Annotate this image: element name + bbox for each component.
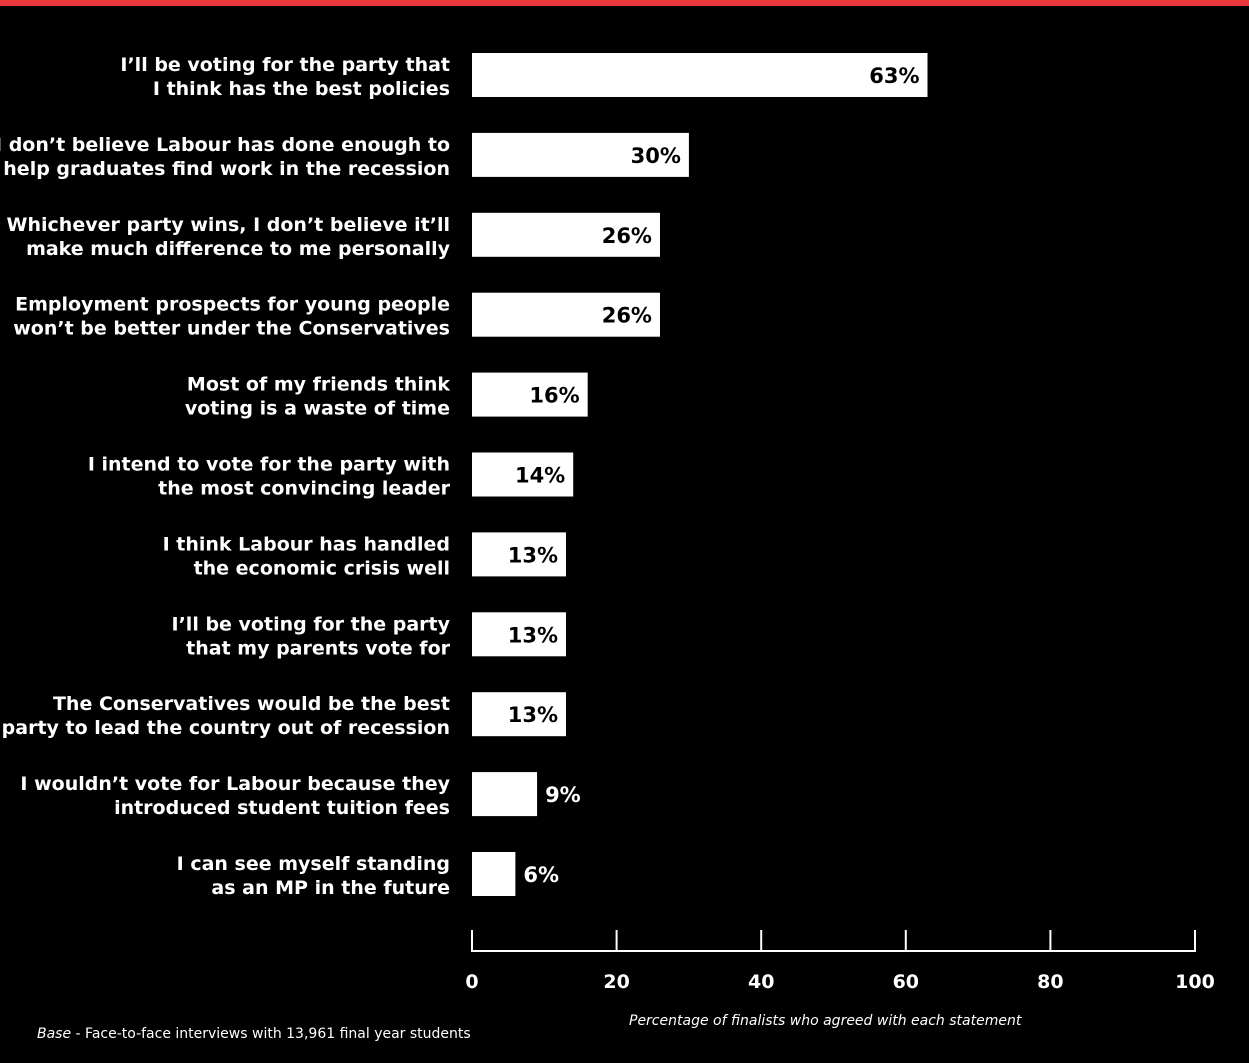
category-label: I’ll be voting for the party that I think… <box>120 54 450 100</box>
category-label: I think Labour has handled the economic c… <box>163 533 450 579</box>
x-tick-label: 40 <box>748 971 774 993</box>
category-label: Employment prospects for young people won… <box>13 294 450 340</box>
value-label: 13% <box>508 623 558 647</box>
x-axis-label: Percentage of finalists who agreed with … <box>629 1013 1022 1029</box>
bar <box>472 372 588 417</box>
category-label-line: The Conservatives would be the best <box>53 693 450 715</box>
category-label: Whichever party wins, I don’t believe it… <box>7 214 451 260</box>
category-label: Most of my friends think voting is a wast… <box>185 374 450 420</box>
category-label-line: make much difference to me personally <box>26 238 451 260</box>
category-label-line: help graduates find work in the recessio… <box>3 158 450 180</box>
category-label-line: as an MP in the future <box>211 877 450 899</box>
bar <box>472 772 538 817</box>
bar <box>472 852 516 896</box>
category-label-line: I’ll be voting for the party that <box>120 54 450 76</box>
x-tick-label: 0 <box>465 971 478 993</box>
category-label-line: I wouldn’t vote for Labour because they <box>20 773 450 795</box>
value-label: 14% <box>515 464 565 488</box>
category-label: The Conservatives would be the best party… <box>2 693 450 739</box>
value-label: 26% <box>602 304 652 328</box>
category-label: I can see myself standing as an MP in the… <box>177 853 450 899</box>
category-label-line: that my parents vote for <box>186 637 450 659</box>
category-label: I intend to vote for the party with the m… <box>88 454 451 500</box>
x-tick-label: 100 <box>1175 971 1215 993</box>
value-label: 13% <box>508 543 558 567</box>
value-label: 13% <box>508 703 558 727</box>
category-label: I wouldn’t vote for Labour because they i… <box>20 773 450 819</box>
bar <box>472 132 689 177</box>
category-label: I’ll be voting for the party that my pare… <box>172 613 451 659</box>
value-label: 63% <box>869 64 919 88</box>
footnote-label: Base <box>37 1026 72 1042</box>
category-label: I don’t believe Labour has done enough t… <box>0 134 450 180</box>
bar <box>472 452 574 497</box>
category-label-line: I think has the best policies <box>153 78 450 100</box>
category-label-line: Most of my friends think <box>187 374 450 396</box>
x-tick-label: 20 <box>603 971 629 993</box>
bar <box>472 532 566 577</box>
category-label-line: I don’t believe Labour has done enough t… <box>0 134 450 156</box>
category-label-line: I’ll be voting for the party <box>172 613 451 635</box>
top-accent-bar <box>0 0 1249 6</box>
value-label: 26% <box>602 224 652 248</box>
category-label-line: won’t be better under the Conservatives <box>13 318 450 340</box>
category-label-line: the economic crisis well <box>194 557 450 579</box>
category-label-line: I intend to vote for the party with <box>88 454 450 476</box>
bar <box>472 692 566 737</box>
value-label: 30% <box>631 144 681 168</box>
bar <box>472 212 660 257</box>
footnote-text: - Face-to-face interviews with 13,961 fi… <box>71 1026 471 1042</box>
category-label-line: introduced student tuition fees <box>114 797 450 819</box>
category-label-line: I think Labour has handled <box>163 533 450 555</box>
category-label-line: the most convincing leader <box>158 478 450 500</box>
value-label: 16% <box>529 384 579 408</box>
bar <box>472 292 660 337</box>
category-label-line: Employment prospects for young people <box>15 294 450 316</box>
value-label: 6% <box>523 863 559 887</box>
x-tick-label: 60 <box>893 971 919 993</box>
category-label-line: voting is a waste of time <box>185 398 450 420</box>
value-label: 9% <box>545 783 581 807</box>
x-tick-label: 80 <box>1037 971 1063 993</box>
bar <box>472 612 566 657</box>
category-label-line: party to lead the country out of recessi… <box>2 717 450 739</box>
bar <box>472 53 928 97</box>
category-label-line: I can see myself standing <box>177 853 450 875</box>
category-label-line: Whichever party wins, I don’t believe it… <box>7 214 450 236</box>
footnote: Base - Face-to-face interviews with 13,9… <box>37 1026 471 1042</box>
